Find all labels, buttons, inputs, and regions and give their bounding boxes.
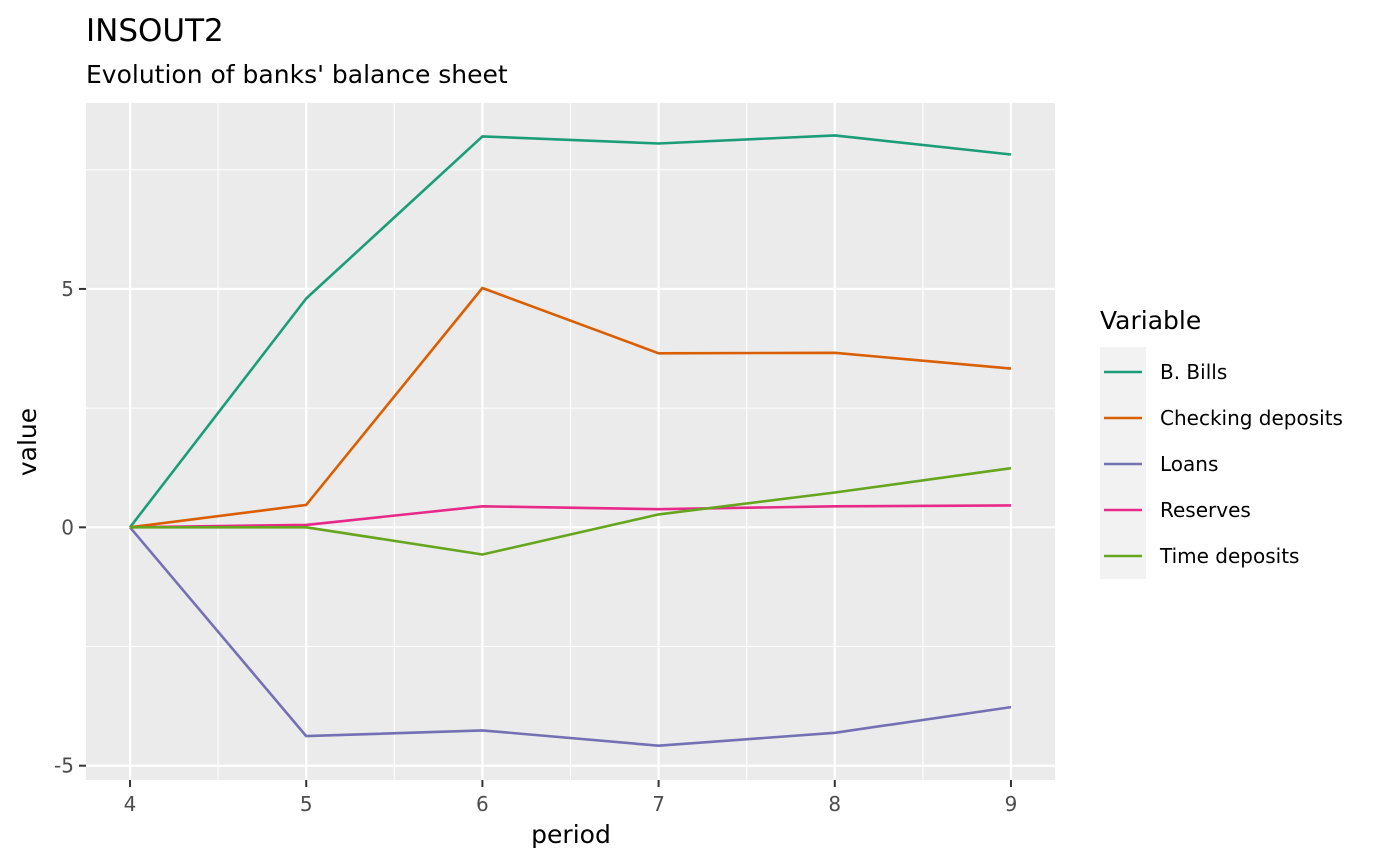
x-tick-label: 6	[476, 792, 489, 816]
chart-subtitle: Evolution of banks' balance sheet	[86, 60, 508, 89]
y-tick-label: 5	[61, 277, 74, 301]
legend-label: Checking deposits	[1160, 406, 1343, 430]
series-line-b-bills	[128, 134, 1012, 529]
legend-label: B. Bills	[1160, 360, 1227, 384]
legend-title: Variable	[1100, 306, 1201, 335]
x-tick-label: 7	[652, 792, 665, 816]
series-line-loans	[129, 526, 1012, 748]
series-line-reserves	[129, 504, 1012, 529]
x-tick-label: 8	[828, 792, 841, 816]
series-line-time-deposits	[130, 466, 1012, 556]
y-axis-title: value	[13, 408, 42, 476]
legend-label: Loans	[1160, 452, 1218, 476]
axis-ticks	[79, 287, 1012, 787]
legend: Variable B. Bills Checking deposits Loans R…	[1100, 306, 1343, 579]
y-tick-labels: -5 0 5	[54, 277, 74, 778]
legend-label: Time deposits	[1159, 544, 1299, 568]
x-axis-title: period	[531, 820, 611, 849]
y-tick-label: 0	[61, 515, 74, 539]
x-tick-label: 4	[124, 792, 137, 816]
minor-gridlines	[86, 103, 1055, 780]
x-tick-labels: 4 5 6 7 8 9	[124, 792, 1018, 816]
legend-label: Reserves	[1160, 498, 1251, 522]
series-lines	[128, 134, 1012, 748]
series-line-checking-deposits	[129, 286, 1012, 529]
chart-title: INSOUT2	[86, 13, 224, 49]
y-tick-label: -5	[54, 754, 74, 778]
x-tick-label: 9	[1005, 792, 1018, 816]
legend-items: B. Bills Checking deposits Loans Reserves Ti…	[1104, 360, 1343, 568]
x-tick-label: 5	[300, 792, 313, 816]
